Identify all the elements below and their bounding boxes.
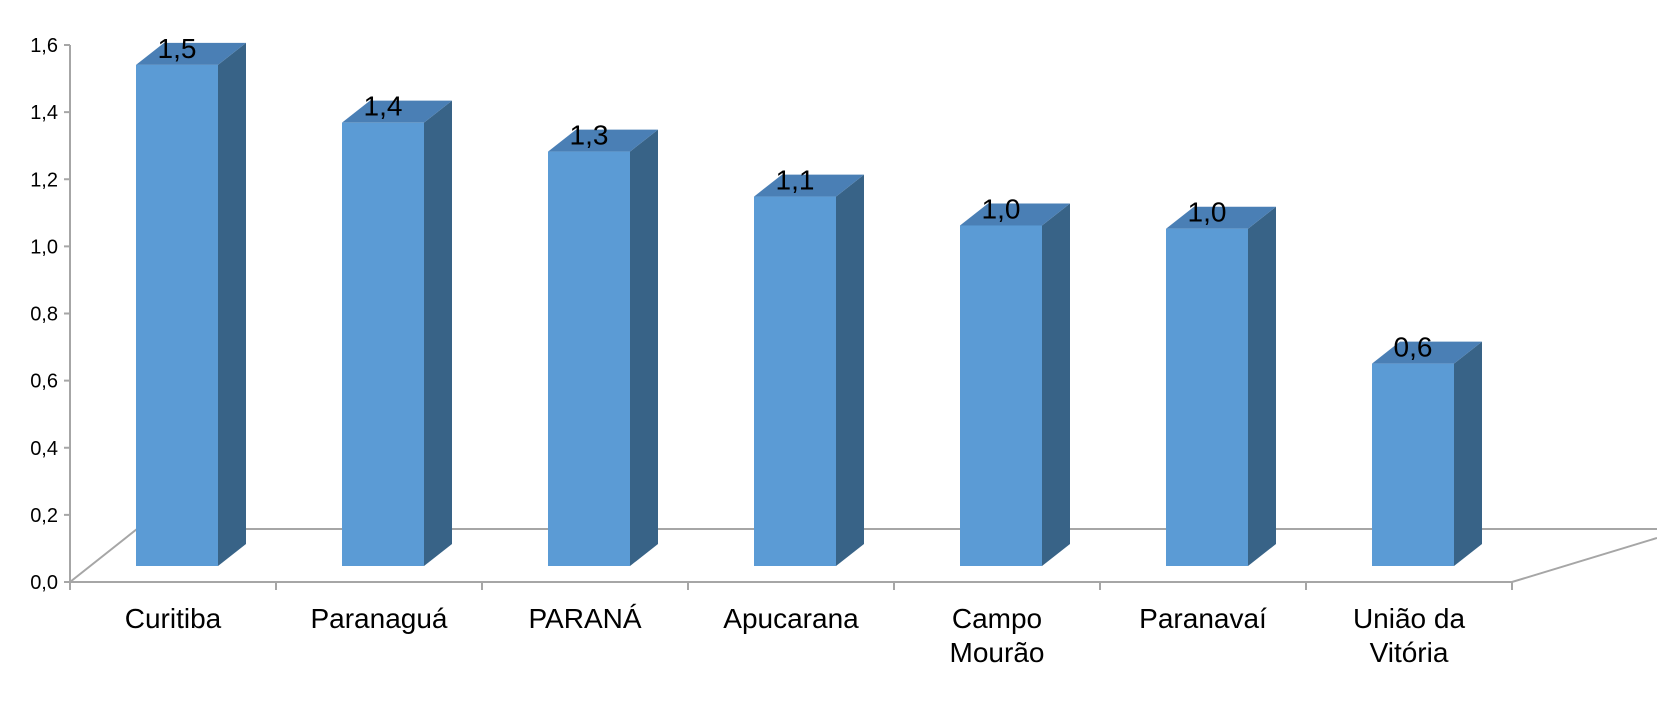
data-label: 1,3 bbox=[570, 120, 609, 151]
bar-side bbox=[1042, 203, 1070, 566]
data-label: 1,5 bbox=[158, 33, 197, 64]
bar-top bbox=[754, 174, 864, 197]
bars-group bbox=[136, 42, 1482, 567]
x-category-label: Curitiba bbox=[125, 603, 222, 634]
data-label: 1,1 bbox=[776, 165, 815, 196]
bar-side bbox=[424, 100, 452, 567]
y-axis: 0,0 0,2 0,4 0,6 0,8 1,0 1,2 1,4 1,6 bbox=[30, 35, 71, 594]
bar-front bbox=[136, 64, 218, 566]
y-tick-label: 0,4 bbox=[30, 438, 58, 460]
data-label: 0,6 bbox=[1394, 332, 1433, 363]
x-axis: Curitiba Paranaguá PARANÁ Apucarana Campo Mou… bbox=[69, 582, 1513, 668]
data-label: 1,4 bbox=[364, 91, 403, 122]
bar-front bbox=[754, 196, 836, 566]
y-tick-label: 0,2 bbox=[30, 505, 58, 527]
bar-front bbox=[1372, 363, 1454, 566]
bar-side bbox=[218, 42, 246, 567]
bar bbox=[342, 100, 452, 567]
y-tick-label: 0,8 bbox=[30, 304, 58, 326]
bar-front bbox=[342, 122, 424, 567]
y-tick-label: 0,6 bbox=[30, 371, 58, 393]
y-tick-label: 1,0 bbox=[30, 236, 58, 258]
bar bbox=[754, 174, 864, 566]
y-tick-label: 1,6 bbox=[30, 35, 58, 57]
bar bbox=[960, 203, 1070, 566]
data-labels-group: 1,5 1,4 1,3 1,1 1,0 1,0 0,6 bbox=[158, 33, 1433, 363]
bar-side bbox=[836, 174, 864, 566]
bar bbox=[136, 42, 246, 567]
bar-top bbox=[960, 203, 1070, 226]
bar bbox=[1372, 341, 1482, 566]
y-tick-label: 1,4 bbox=[30, 102, 58, 124]
bar-front bbox=[548, 151, 630, 566]
x-category-label: Campo Mourão bbox=[950, 603, 1045, 668]
x-category-label: Paranaguá bbox=[310, 603, 447, 634]
bar-top bbox=[136, 42, 246, 65]
bar-front bbox=[960, 225, 1042, 566]
bar-top bbox=[1372, 341, 1482, 364]
bar-side bbox=[1454, 341, 1482, 566]
bar bbox=[1166, 206, 1276, 566]
x-category-label: Apucarana bbox=[723, 603, 859, 634]
bar-top bbox=[342, 100, 452, 123]
bar-top bbox=[548, 129, 658, 152]
bar bbox=[548, 129, 658, 566]
y-tick-label: 1,2 bbox=[30, 169, 58, 191]
y-tick-label: 0,0 bbox=[30, 572, 58, 594]
bar-top bbox=[1166, 206, 1276, 229]
x-category-label: PARANÁ bbox=[528, 603, 641, 634]
x-category-label: Paranavaí bbox=[1139, 603, 1267, 634]
data-label: 1,0 bbox=[1188, 197, 1227, 228]
data-label: 1,0 bbox=[982, 193, 1021, 224]
bar-side bbox=[1248, 206, 1276, 566]
x-category-label: União da Vitória bbox=[1353, 603, 1466, 668]
bar-side bbox=[630, 129, 658, 566]
bar-front bbox=[1166, 228, 1248, 566]
